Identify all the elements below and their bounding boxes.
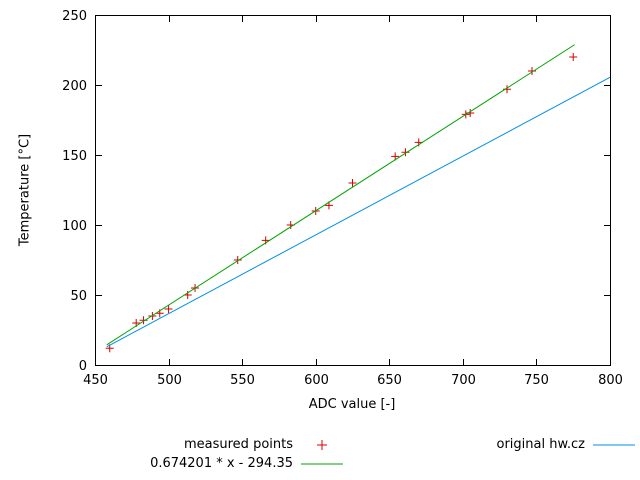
series-0-674201-x-294-35	[106, 44, 575, 346]
x-tick-label: 700	[451, 373, 476, 388]
y-tick-label: 150	[62, 149, 87, 164]
data-point-plus-icon	[164, 305, 173, 313]
y-tick-label: 250	[62, 9, 87, 24]
series-original-hw-cz	[106, 76, 611, 348]
data-point-plus-icon	[401, 148, 410, 157]
plot-border	[95, 15, 611, 366]
x-tick-label: 450	[83, 373, 108, 388]
x-tick-label: 600	[304, 373, 329, 388]
y-tick-labels: 0 50 100 150 200 250	[62, 9, 87, 374]
legend-sample-fit-line-icon	[301, 463, 343, 465]
data-point-plus-icon	[348, 179, 357, 187]
y-tick-label: 200	[62, 79, 87, 94]
x-axis-ticks	[95, 16, 611, 365]
series-line	[106, 76, 611, 348]
x-tick-labels: 450 500 550 600 650 700 750 800	[83, 373, 623, 388]
data-point-plus-icon	[139, 316, 148, 325]
legend-label-original-hw: original hw.cz	[496, 437, 585, 452]
series-measured-points	[105, 53, 578, 353]
data-point-plus-icon	[233, 256, 242, 264]
legend-label-fit-line: 0.674201 * x - 294.35	[150, 456, 293, 471]
data-point-plus-icon	[391, 152, 400, 161]
legend-label-measured-points: measured points	[183, 437, 293, 452]
y-tick-label: 100	[62, 219, 87, 234]
data-point-plus-icon	[569, 53, 578, 61]
legend-sample-original-hw-icon	[593, 444, 635, 446]
plot-area: 450 500 550 600 650 700 750 800 0 50 100 150 200 250	[62, 9, 623, 388]
x-tick-label: 800	[598, 373, 623, 388]
x-tick-label: 650	[377, 373, 402, 388]
data-point-plus-icon	[528, 67, 537, 75]
y-axis-label: Temperature [°C]	[17, 133, 33, 247]
y-tick-label: 50	[70, 289, 87, 304]
plus-marker-icon	[317, 440, 327, 450]
legend-sample-measured-points-icon	[317, 440, 327, 450]
y-axis-ticks	[96, 15, 610, 366]
x-axis-label: ADC value [-]	[308, 397, 396, 412]
series-line	[106, 44, 575, 346]
x-tick-label: 500	[157, 373, 182, 388]
y-tick-label: 0	[79, 359, 87, 374]
x-tick-label: 750	[524, 373, 549, 388]
x-tick-label: 550	[230, 373, 255, 388]
